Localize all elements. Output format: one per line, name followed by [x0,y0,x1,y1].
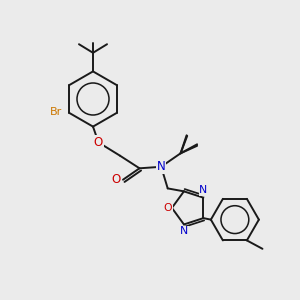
Text: N: N [180,226,188,236]
Text: N: N [157,160,166,173]
Text: O: O [111,173,121,186]
Text: Br: Br [50,106,62,117]
Text: N: N [199,185,208,195]
Text: O: O [94,136,103,149]
Text: O: O [163,203,172,213]
